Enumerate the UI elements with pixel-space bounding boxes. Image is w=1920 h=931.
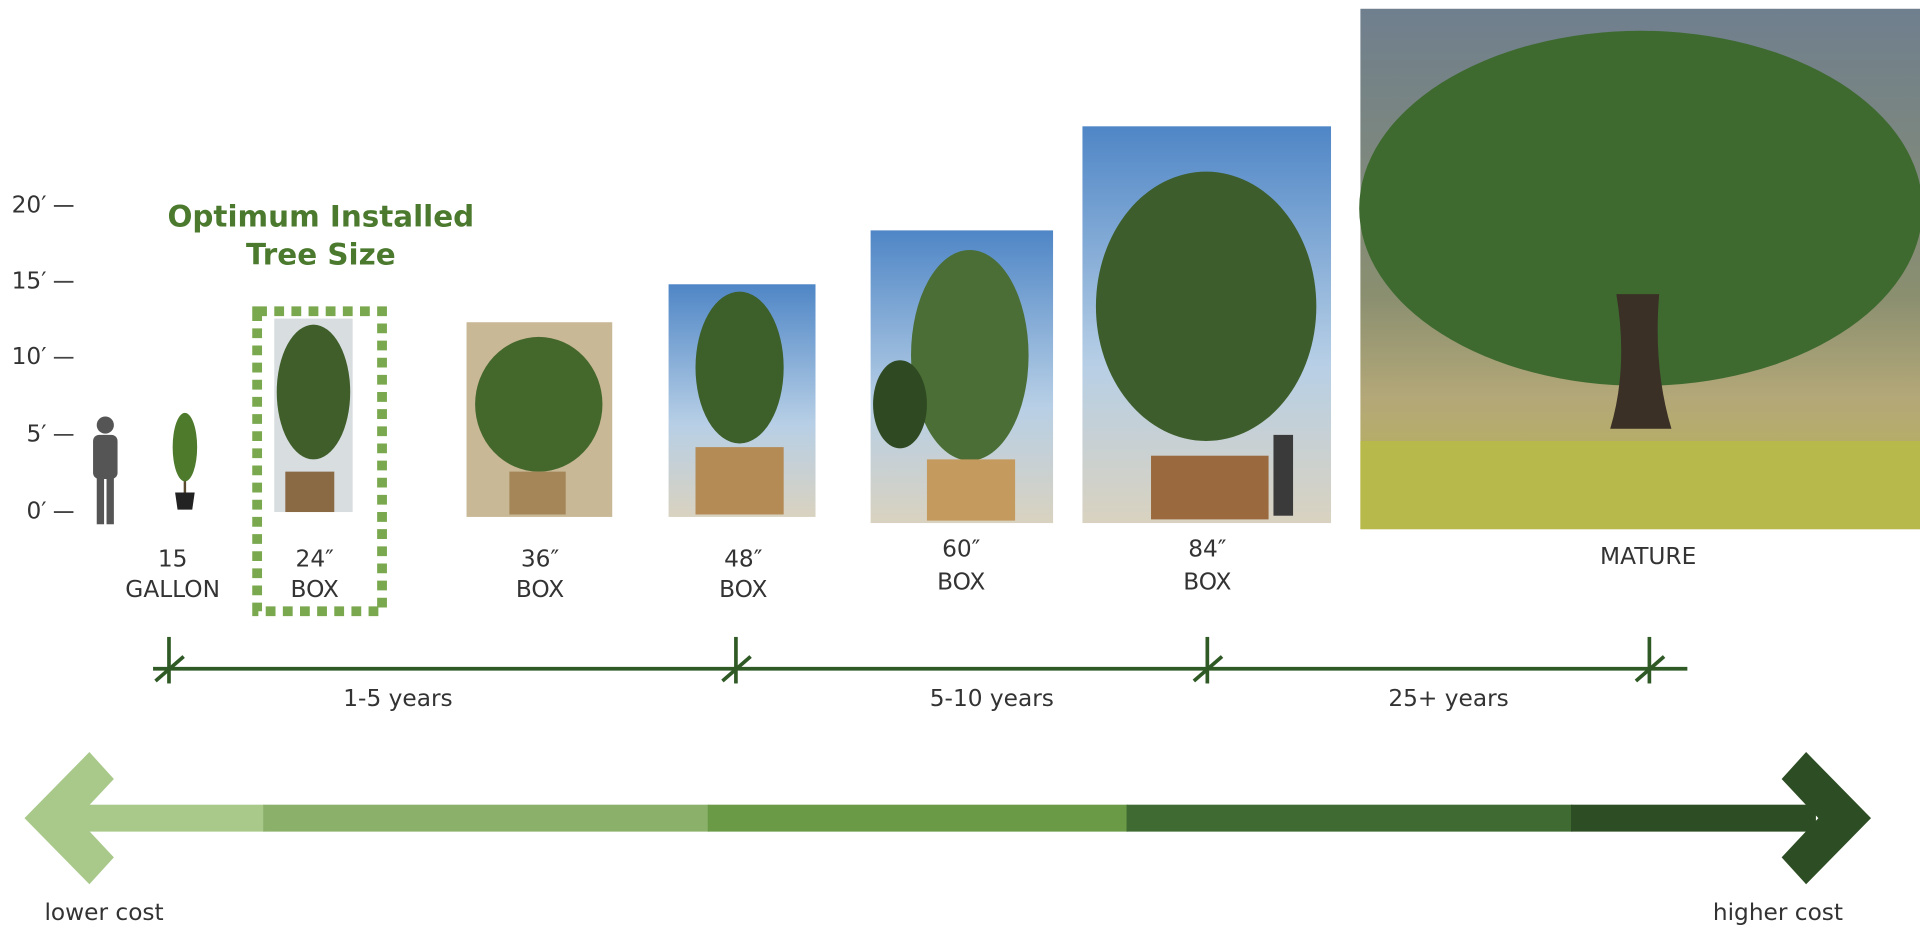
infographic: 20′ 15′ 10′ 5′ 0′ Optimum Installed Tree… xyxy=(0,0,1920,931)
timeline-label: 1-5 years xyxy=(343,685,452,712)
photo-60-box xyxy=(871,230,1053,523)
size-label: 60″ xyxy=(942,535,981,562)
photo-mature xyxy=(1359,9,1920,529)
scale-label: 0′ xyxy=(26,498,46,525)
timeline xyxy=(153,637,1687,684)
photo-24-box xyxy=(274,319,352,512)
cost-label: higher cost xyxy=(1713,899,1843,926)
size-label: BOX xyxy=(291,576,339,603)
photo-36-box xyxy=(467,322,613,517)
size-label: BOX xyxy=(516,576,564,603)
size-label: GALLON xyxy=(125,576,220,603)
size-label: 36″ xyxy=(521,545,560,572)
highlight-title: Tree Size xyxy=(246,238,396,272)
size-label: 48″ xyxy=(724,545,763,572)
page: {"height_scale": ["20′", "15′", "10′", "… xyxy=(0,0,1920,931)
scale-label: 10′ xyxy=(12,343,47,370)
cost-arrow xyxy=(24,752,1871,884)
height-scale: 20′ 15′ 10′ 5′ 0′ xyxy=(12,191,74,524)
photo-84-box xyxy=(1082,126,1331,523)
timeline-label: 5-10 years xyxy=(930,685,1054,712)
scale-label: 5′ xyxy=(26,420,46,447)
plant-15-gallon xyxy=(173,413,197,510)
highlight-title: Optimum Installed xyxy=(167,200,474,234)
scale-label: 15′ xyxy=(12,267,47,294)
size-label: BOX xyxy=(719,576,767,603)
size-label: 15 xyxy=(158,545,188,572)
size-label: BOX xyxy=(937,569,985,596)
photo-48-box xyxy=(669,284,816,517)
person-silhouette xyxy=(93,417,117,525)
cost-label: lower cost xyxy=(44,899,163,926)
timeline-label: 25+ years xyxy=(1388,685,1508,712)
scale-label: 20′ xyxy=(12,191,47,218)
size-labels: 15 GALLON 24″ BOX 36″ BOX 48″ BOX 60″ BO… xyxy=(125,535,1696,602)
size-label: 84″ xyxy=(1188,535,1227,562)
size-label: 24″ xyxy=(296,545,335,572)
size-label: MATURE xyxy=(1600,543,1696,570)
size-label: BOX xyxy=(1183,569,1231,596)
